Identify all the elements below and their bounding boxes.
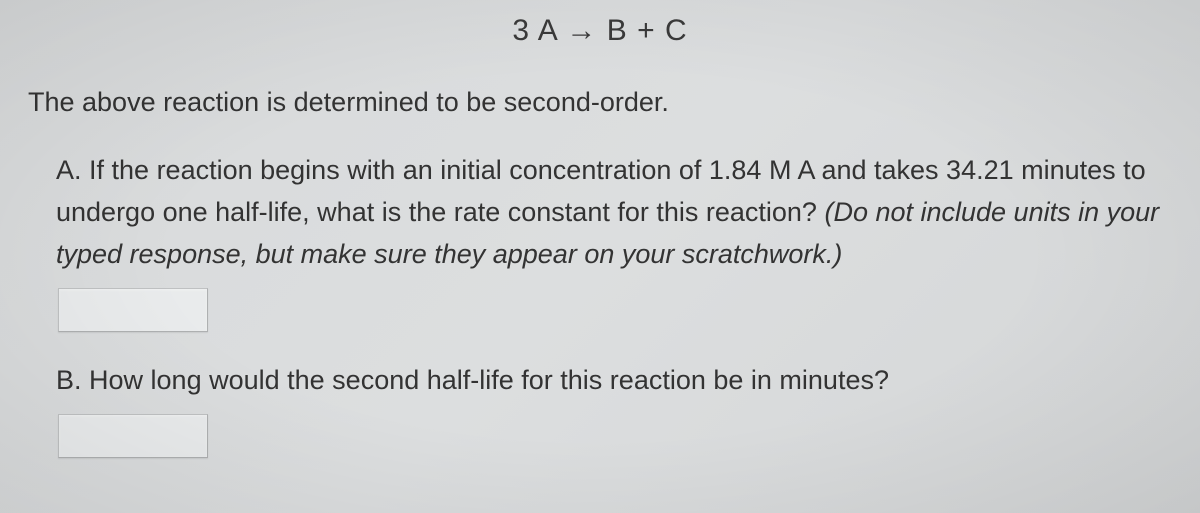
part-b-question: B. How long would the second half-life f… bbox=[56, 360, 1172, 402]
part-a: A. If the reaction begins with an initia… bbox=[28, 150, 1172, 332]
part-b-answer-input[interactable] bbox=[58, 414, 208, 458]
part-b-label: B. bbox=[56, 365, 82, 395]
reaction-equation: 3 A → B + C bbox=[28, 14, 1172, 48]
intro-text: The above reaction is determined to be s… bbox=[28, 84, 1172, 120]
part-b: B. How long would the second half-life f… bbox=[28, 360, 1172, 458]
part-a-answer-input[interactable] bbox=[58, 288, 208, 332]
question-container: 3 A → B + C The above reaction is determ… bbox=[0, 0, 1200, 513]
part-b-text: How long would the second half-life for … bbox=[89, 365, 889, 395]
part-a-question: A. If the reaction begins with an initia… bbox=[56, 150, 1172, 276]
part-a-label: A. bbox=[56, 155, 82, 185]
